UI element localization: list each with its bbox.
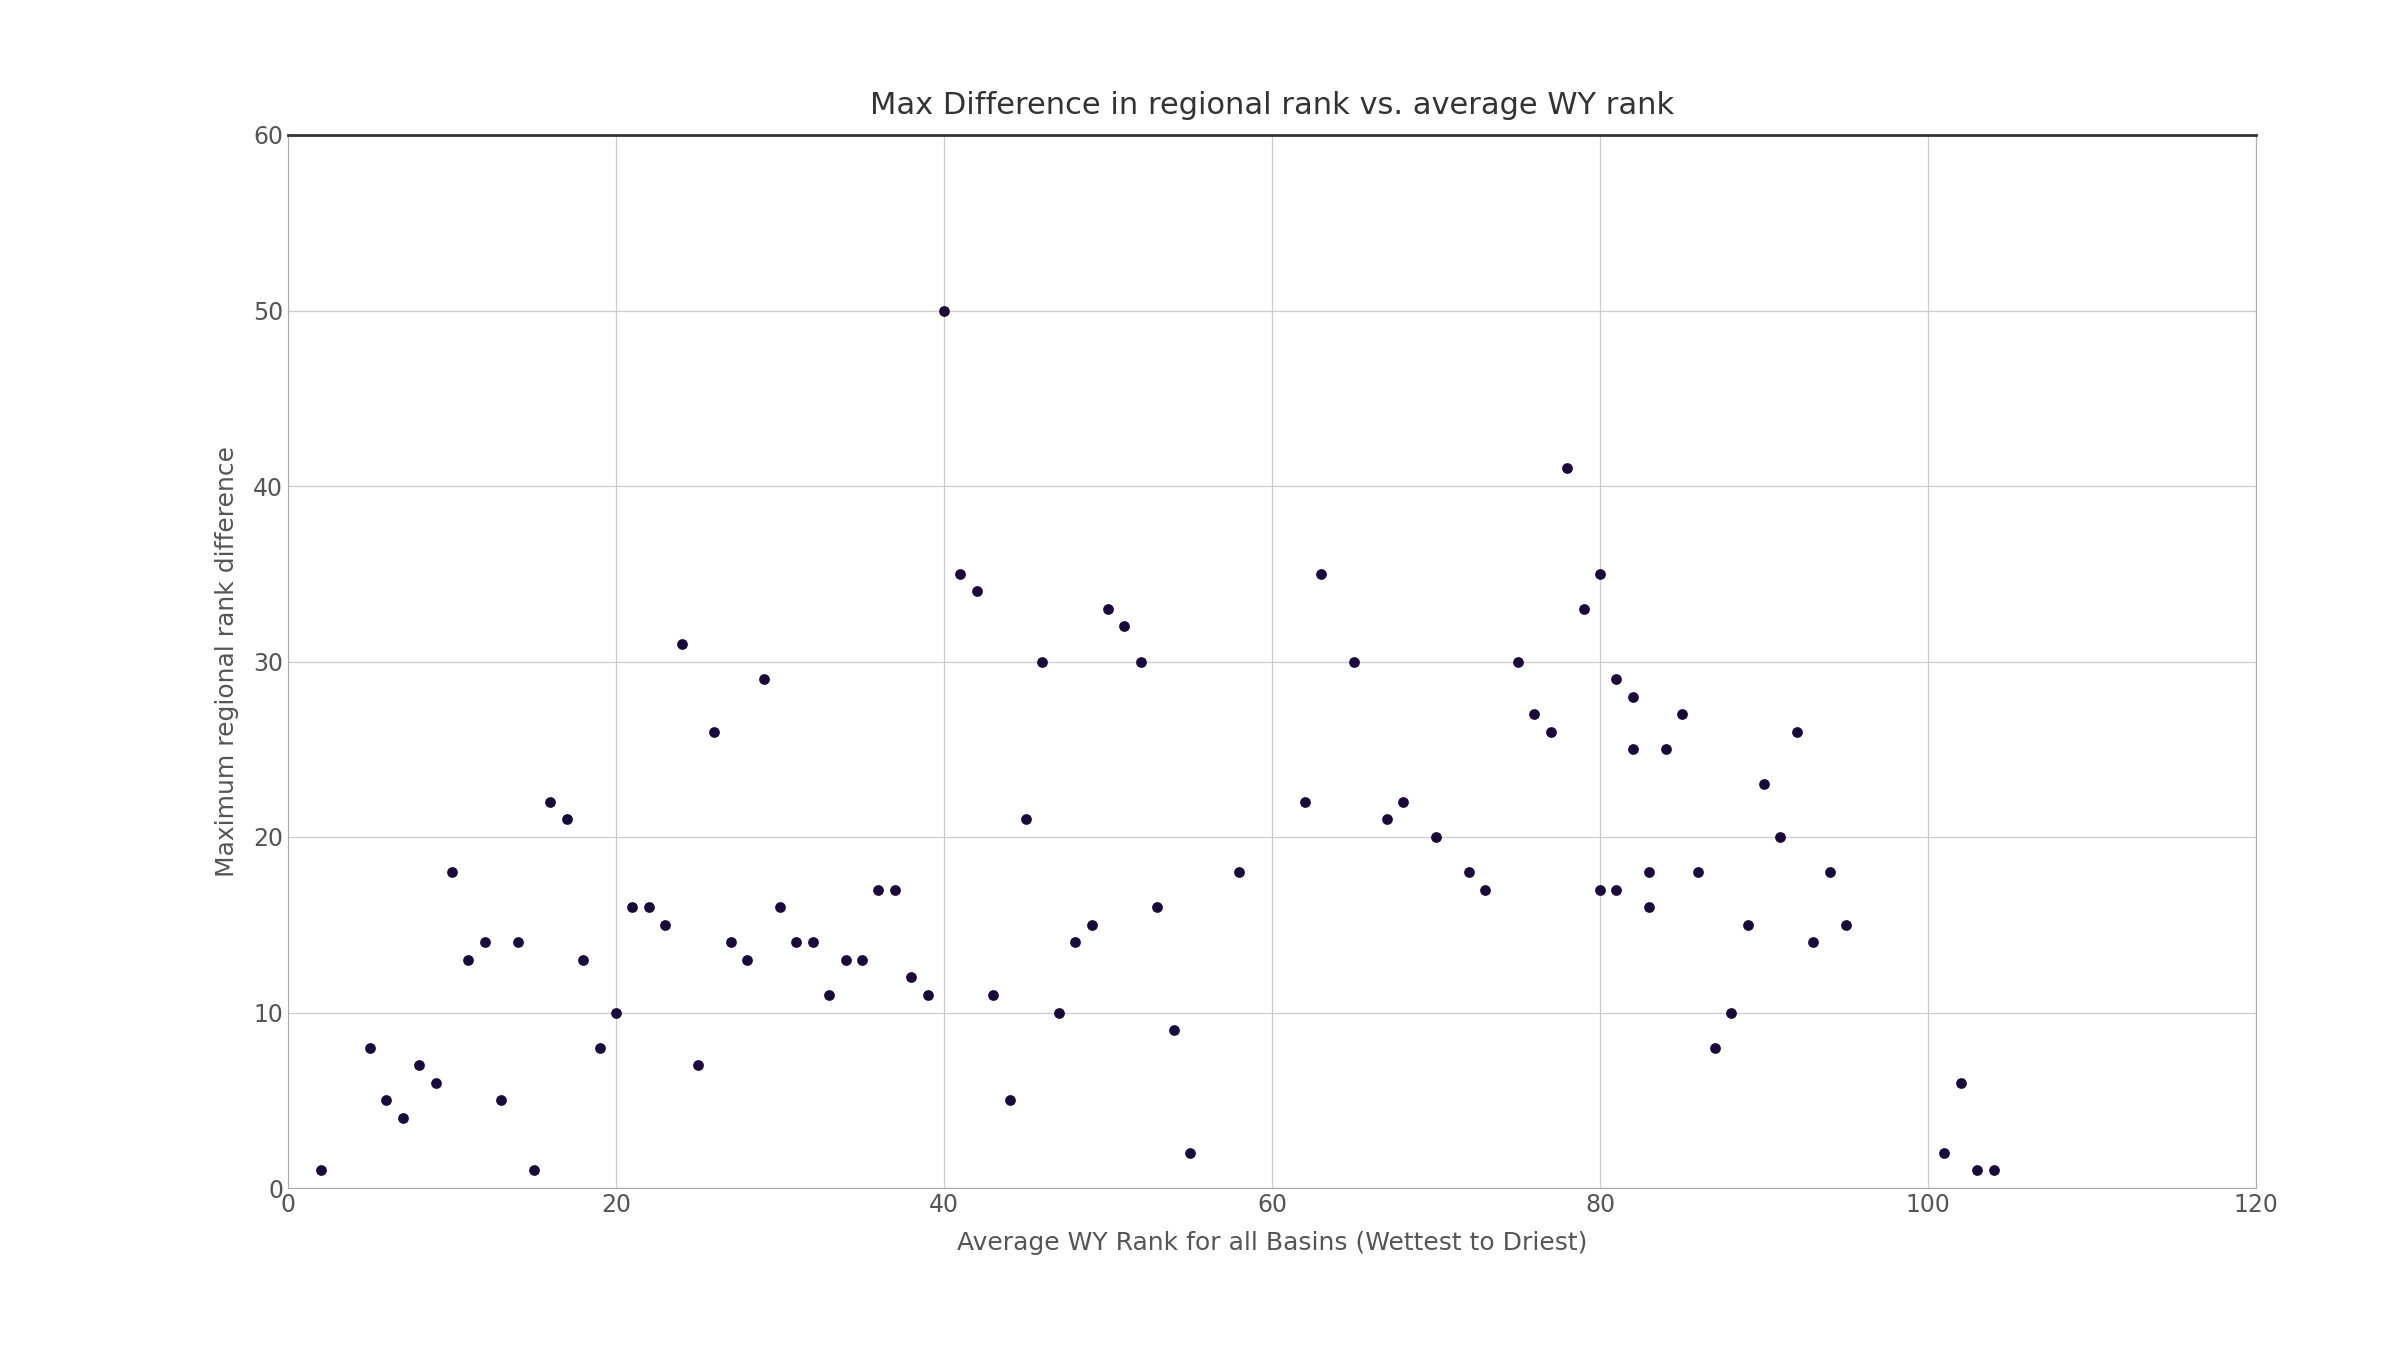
Point (1138, 896, 1176, 918)
Point (1039, 1002, 1078, 1023)
Point (1646, 738, 1685, 760)
Point (679, 1054, 718, 1076)
Point (1810, 861, 1848, 883)
Point (598, 1002, 636, 1023)
Point (1056, 931, 1094, 953)
Point (941, 563, 979, 585)
Point (1106, 616, 1145, 637)
Point (547, 809, 586, 830)
Point (466, 931, 504, 953)
Point (1548, 458, 1586, 479)
Point (859, 879, 898, 900)
Point (1121, 651, 1159, 672)
Point (1286, 791, 1325, 813)
Point (794, 931, 833, 953)
Point (1762, 826, 1800, 848)
Point (1630, 896, 1668, 918)
Point (744, 668, 782, 690)
Point (449, 949, 487, 971)
Point (1958, 1160, 1997, 1181)
Y-axis label: Maximum regional rank difference: Maximum regional rank difference (216, 446, 240, 878)
Point (1514, 703, 1553, 725)
Point (826, 949, 864, 971)
Point (1219, 861, 1258, 883)
Point (1171, 1142, 1210, 1164)
Point (1925, 1142, 1963, 1164)
Point (1745, 774, 1783, 795)
Point (432, 861, 470, 883)
Point (499, 931, 538, 953)
Point (1942, 1072, 1980, 1094)
Point (1778, 721, 1817, 743)
Point (564, 949, 602, 971)
Point (696, 721, 734, 743)
Point (1022, 651, 1061, 672)
Point (727, 949, 766, 971)
Point (646, 914, 684, 936)
Point (761, 896, 799, 918)
Point (1613, 686, 1651, 707)
Point (614, 896, 653, 918)
Point (1301, 563, 1339, 585)
Point (302, 1160, 341, 1181)
Point (1090, 598, 1128, 620)
Point (1385, 791, 1423, 813)
Point (1565, 598, 1603, 620)
Point (401, 1054, 439, 1076)
Point (1154, 1019, 1193, 1041)
Point (710, 931, 749, 953)
Point (893, 967, 931, 988)
Point (581, 1037, 619, 1058)
Point (974, 984, 1013, 1006)
Point (1663, 703, 1702, 725)
Point (662, 633, 701, 655)
Point (1793, 931, 1834, 953)
X-axis label: Average WY Rank for all Basins (Wettest to Driest): Average WY Rank for all Basins (Wettest … (958, 1231, 1586, 1254)
Point (514, 1160, 552, 1181)
Point (907, 984, 946, 1006)
Point (1073, 914, 1111, 936)
Point (958, 580, 996, 602)
Point (1582, 879, 1620, 900)
Point (1975, 1160, 2014, 1181)
Point (1450, 861, 1488, 883)
Point (367, 1089, 406, 1111)
Point (1598, 668, 1637, 690)
Point (1613, 738, 1651, 760)
Title: Max Difference in regional rank vs. average WY rank: Max Difference in regional rank vs. aver… (869, 92, 1675, 120)
Point (1334, 651, 1373, 672)
Point (1531, 721, 1570, 743)
Point (1598, 879, 1637, 900)
Point (924, 300, 962, 321)
Point (1680, 861, 1718, 883)
Point (809, 984, 850, 1006)
Point (530, 791, 569, 813)
Point (1466, 879, 1505, 900)
Point (1368, 809, 1406, 830)
Point (842, 949, 881, 971)
Point (1711, 1002, 1750, 1023)
Point (629, 896, 667, 918)
Point (1498, 651, 1538, 672)
Point (876, 879, 914, 900)
Point (778, 931, 816, 953)
Point (384, 1107, 422, 1129)
Point (1416, 826, 1454, 848)
Point (482, 1089, 521, 1111)
Point (1630, 861, 1668, 883)
Point (1728, 914, 1766, 936)
Point (1826, 914, 1865, 936)
Point (1582, 563, 1620, 585)
Point (418, 1072, 456, 1094)
Point (1008, 809, 1046, 830)
Point (1694, 1037, 1733, 1058)
Point (350, 1037, 389, 1058)
Point (991, 1089, 1030, 1111)
